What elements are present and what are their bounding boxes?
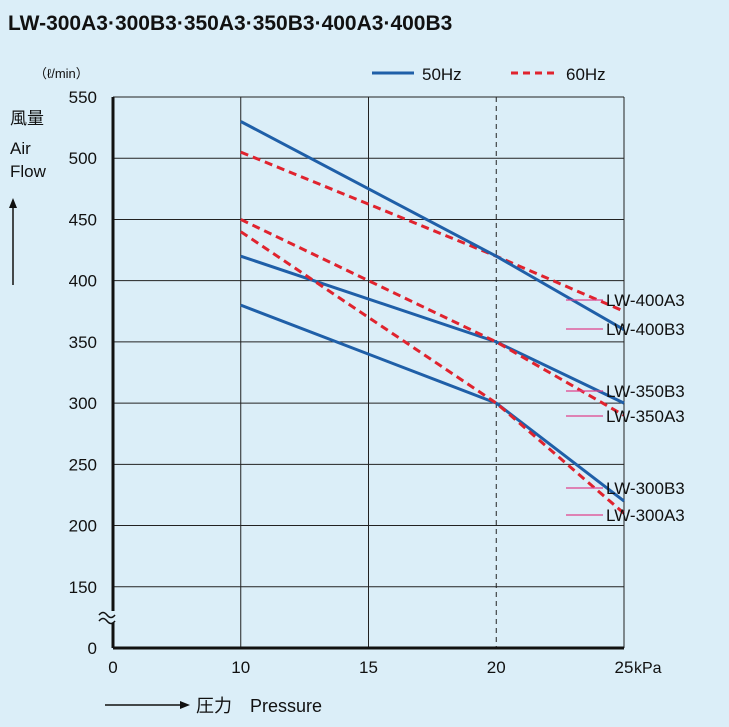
x-tick-label-20: 20 (487, 658, 506, 677)
series-label-lw-400a3: LW-400A3 (566, 291, 685, 310)
x-axis-label: 圧力 Pressure (105, 696, 322, 716)
series-line-lw-400a3 (240, 150, 625, 313)
y-label-line-3: Flow (10, 162, 47, 181)
svg-text:LW-350B3: LW-350B3 (606, 382, 685, 401)
chart-title: LW-300A3·300B3·350A3·350B3·400A3·400B3 (8, 12, 452, 35)
series-label-lw-350b3: LW-350B3 (566, 382, 685, 401)
y-axis-label: 風量 Air Flow (9, 109, 47, 285)
series-label-lw-300a3: LW-300A3 (566, 506, 685, 525)
y-tick-label-500: 500 (69, 149, 97, 168)
x-tick-label-10: 10 (231, 658, 250, 677)
legend: 50Hz 60Hz (372, 65, 606, 84)
y-unit-label: （ℓ/min） (34, 66, 89, 81)
y-label-arrow-head (9, 198, 17, 208)
series-line-lw-300b3 (240, 303, 625, 503)
y-axis-break-mark (98, 611, 119, 625)
svg-text:LW-300B3: LW-300B3 (606, 479, 685, 498)
svg-text:LW-400B3: LW-400B3 (606, 320, 685, 339)
x-tick-label-25: 25 (615, 658, 634, 677)
svg-text:LW-400A3: LW-400A3 (606, 291, 685, 310)
tick-labels: 0 150 200 250 300 350 400 450 500 550 0 10 15 20 25 (69, 88, 634, 677)
series-line-lw-350a3 (240, 218, 625, 417)
y-tick-label-150: 150 (69, 578, 97, 597)
series-label-lw-400b3: LW-400B3 (566, 320, 685, 339)
x-unit-label: kPa (634, 660, 662, 677)
y-label-line-1: 風量 (10, 109, 44, 128)
svg-text:LW-350A3: LW-350A3 (606, 407, 685, 426)
axes (98, 97, 624, 650)
y-tick-label-400: 400 (69, 272, 97, 291)
legend-50hz-label: 50Hz (422, 65, 462, 84)
y-tick-label-550: 550 (69, 88, 97, 107)
series-line-lw-350b3 (240, 254, 625, 405)
y-tick-label-450: 450 (69, 210, 97, 229)
series-line-lw-300a3 (239, 230, 625, 515)
series-line-lw-400b3 (240, 120, 625, 331)
svg-text:LW-300A3: LW-300A3 (606, 506, 685, 525)
y-tick-label-300: 300 (69, 394, 97, 413)
legend-60hz-label: 60Hz (566, 65, 606, 84)
y-label-line-2: Air (10, 139, 31, 158)
x-tick-label-0: 0 (108, 658, 117, 677)
y-tick-label-250: 250 (69, 455, 97, 474)
y-tick-label-350: 350 (69, 333, 97, 352)
series-label-lw-300b3: LW-300B3 (566, 479, 685, 498)
series-label-lw-350a3: LW-350A3 (566, 407, 685, 426)
y-tick-label-0: 0 (88, 639, 97, 658)
y-tick-label-200: 200 (69, 517, 97, 536)
series-labels: LW-400A3 LW-400B3 LW-350B3 LW-350A3 LW-300B3… (566, 291, 685, 525)
x-label-text: 圧力 Pressure (196, 696, 322, 716)
series-lines (239, 120, 625, 515)
x-tick-label-15: 15 (359, 658, 378, 677)
x-label-arrow-head (180, 701, 190, 709)
